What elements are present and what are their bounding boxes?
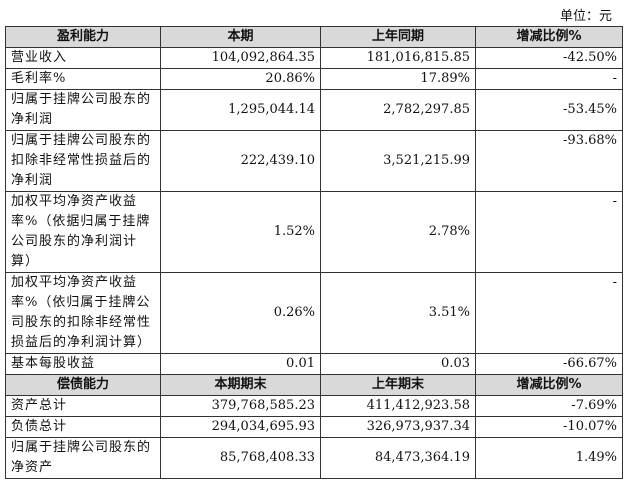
- row-label: 加权平均净资产收益 率%（依据归属于挂牌 公司股东的净利润计 算）: [5, 191, 161, 273]
- data-row: 负债总计 294,034,695.93 326,973,937.34 -10.07%: [5, 416, 623, 438]
- value-cell: -7.69%: [475, 395, 623, 417]
- row-label: 加权平均净资产收益 率%（依归属于挂牌公 司股东的扣除非经常性 损益后的净利润计算）: [5, 272, 161, 354]
- row-label: 负债总计: [5, 416, 161, 438]
- label-line: 率%（依据归属于挂牌: [11, 214, 151, 229]
- value-cell: 0.01: [160, 353, 321, 375]
- label-line: 加权平均净资产收益: [11, 275, 138, 290]
- value-cell: 379,768,585.23: [160, 395, 321, 417]
- value-cell: 0.03: [320, 353, 476, 375]
- header-cell: 上年同期: [320, 26, 476, 48]
- value-cell: -: [475, 191, 623, 273]
- value-cell: -: [475, 68, 623, 90]
- label-line: 基本每股收益: [11, 356, 96, 371]
- value-cell: 104,092,864.35: [160, 47, 321, 69]
- value-cell: 1,295,044.14: [160, 89, 321, 131]
- value-cell: -42.50%: [475, 47, 623, 69]
- row-label: 基本每股收益: [5, 353, 161, 375]
- label-line: 净利润: [11, 173, 54, 188]
- data-row: 营业收入 104,092,864.35 181,016,815.85 -42.50%: [5, 47, 623, 69]
- value-cell: 3,521,215.99: [320, 130, 476, 192]
- header-cell: 盈利能力: [5, 26, 161, 48]
- header-cell: 增减比例%: [475, 374, 623, 396]
- header-cell: 上年期末: [320, 374, 476, 396]
- value-cell: 3.51%: [320, 272, 476, 354]
- label-line: 加权平均净资产收益: [11, 194, 138, 209]
- label-line: 归属于挂牌公司股东的: [11, 133, 152, 148]
- label-line: 净资产: [11, 460, 54, 475]
- data-row: 归属于挂牌公司股东的 净利润 1,295,044.14 2,782,297.85 -53…: [5, 89, 623, 131]
- value-cell: -10.07%: [475, 416, 623, 438]
- value-cell: 1.52%: [160, 191, 321, 273]
- value-cell: 294,034,695.93: [160, 416, 321, 438]
- label-line: 资产总计: [11, 398, 68, 413]
- row-label: 资产总计: [5, 395, 161, 417]
- label-line: 公司股东的净利润计: [11, 234, 138, 249]
- data-row: 归属于挂牌公司股东的 净资产 85,768,408.33 84,473,364.19 1…: [5, 437, 623, 479]
- value-cell: 85,768,408.33: [160, 437, 321, 479]
- value-cell: -66.67%: [475, 353, 623, 375]
- value-cell: -53.45%: [475, 89, 623, 131]
- label-line: 营业收入: [11, 50, 68, 65]
- label-line: 损益后的净利润计算）: [11, 335, 152, 350]
- data-row: 毛利率% 20.86% 17.89% -: [5, 68, 623, 90]
- value-cell: -: [475, 272, 623, 354]
- label-line: 毛利率%: [11, 71, 67, 86]
- value-cell: 20.86%: [160, 68, 321, 90]
- data-row: 加权平均净资产收益 率%（依归属于挂牌公 司股东的扣除非经常性 损益后的净利润计算） 0…: [5, 272, 623, 354]
- value-cell: 326,973,937.34: [320, 416, 476, 438]
- row-label: 归属于挂牌公司股东的 扣除非经常性损益后的 净利润: [5, 130, 161, 192]
- value-cell: 2,782,297.85: [320, 89, 476, 131]
- row-label: 归属于挂牌公司股东的 净利润: [5, 89, 161, 131]
- value-cell: 0.26%: [160, 272, 321, 354]
- data-row: 基本每股收益 0.01 0.03 -66.67%: [5, 353, 623, 375]
- value-cell: -93.68%: [475, 130, 623, 192]
- label-line: 净利润: [11, 112, 54, 127]
- data-row: 归属于挂牌公司股东的 扣除非经常性损益后的 净利润 222,439.10 3,521,2…: [5, 130, 623, 192]
- label-line: 归属于挂牌公司股东的: [11, 440, 152, 455]
- row-label: 营业收入: [5, 47, 161, 69]
- header-cell: 偿债能力: [5, 374, 161, 396]
- header-row: 盈利能力 本期 上年同期 增减比例%: [5, 26, 623, 48]
- value-cell: 1.49%: [475, 437, 623, 479]
- label-line: 算）: [11, 254, 40, 269]
- header-cell: 本期: [160, 26, 321, 48]
- value-cell: 84,473,364.19: [320, 437, 476, 479]
- row-label: 毛利率%: [5, 68, 161, 90]
- data-row: 资产总计 379,768,585.23 411,412,923.58 -7.69%: [5, 395, 623, 417]
- value-cell: 17.89%: [320, 68, 476, 90]
- financial-table: 盈利能力 本期 上年同期 增减比例% 营业收入 104,092,864.35 181,016…: [5, 26, 623, 479]
- label-line: 负债总计: [11, 419, 68, 434]
- label-line: 司股东的扣除非经常性: [11, 315, 152, 330]
- header-row: 偿债能力 本期期末 上年期末 增减比例%: [5, 374, 623, 396]
- data-row: 加权平均净资产收益 率%（依据归属于挂牌 公司股东的净利润计 算） 1.52% 2.78%…: [5, 191, 623, 273]
- value-cell: 181,016,815.85: [320, 47, 476, 69]
- value-cell: 222,439.10: [160, 130, 321, 192]
- label-line: 扣除非经常性损益后的: [11, 153, 152, 168]
- value-cell: 411,412,923.58: [320, 395, 476, 417]
- row-label: 归属于挂牌公司股东的 净资产: [5, 437, 161, 479]
- label-line: 归属于挂牌公司股东的: [11, 92, 152, 107]
- value-cell: 2.78%: [320, 191, 476, 273]
- header-cell: 增减比例%: [475, 26, 623, 48]
- label-line: 率%（依归属于挂牌公: [11, 295, 151, 310]
- header-cell: 本期期末: [160, 374, 321, 396]
- unit-label: 单位：元: [560, 9, 613, 24]
